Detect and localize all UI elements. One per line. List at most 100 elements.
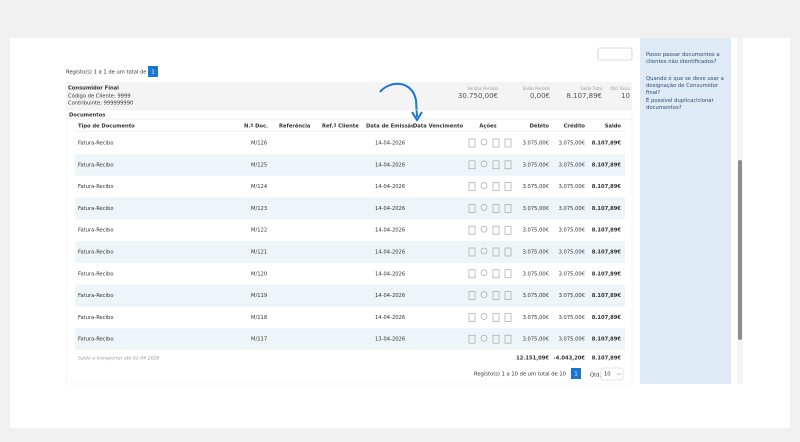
page-button[interactable]	[148, 66, 158, 77]
cell-date: 14-04-2026	[375, 250, 405, 256]
column-header: Ações	[479, 124, 496, 130]
column-header: Data Vencimento	[413, 124, 463, 130]
summary-label: Vendas Período	[467, 86, 498, 91]
cell-doc: M/119	[251, 293, 267, 299]
action-icon[interactable]	[480, 247, 488, 255]
action-icon[interactable]	[468, 160, 476, 170]
action-icon[interactable]	[504, 269, 512, 279]
action-icon[interactable]	[504, 182, 512, 191]
cell-balance: 8.107,89€	[592, 141, 622, 147]
cell-debit: 3.075,00€	[523, 250, 549, 256]
action-icon[interactable]	[504, 225, 512, 235]
cell-type: Fatura-Recibo	[78, 337, 114, 343]
action-icon[interactable]	[504, 313, 512, 322]
summary-value: 0,00€	[530, 92, 550, 100]
action-icon[interactable]	[492, 269, 500, 279]
action-icon[interactable]	[480, 160, 488, 168]
cell-debit: 3.075,00€	[523, 141, 549, 147]
action-icon[interactable]	[480, 313, 488, 320]
action-icon[interactable]	[480, 204, 488, 211]
summary-value: 10	[621, 92, 630, 100]
cell-date: 14-04-2026	[375, 271, 405, 277]
action-icon[interactable]	[492, 247, 500, 257]
cell-date: 14-04-2026	[375, 293, 405, 299]
action-icon[interactable]	[468, 334, 476, 344]
cell-type: Fatura-Recibo	[78, 293, 114, 299]
cell-debit: 3.075,00€	[523, 228, 549, 234]
help-link[interactable]: É possível duplicar/clonar documentos?	[646, 98, 714, 111]
scrollbar-thumb[interactable]	[738, 160, 742, 340]
action-icon[interactable]	[468, 138, 476, 148]
cell-balance: 8.107,89€	[592, 206, 622, 212]
cell-debit: 3.075,00€	[523, 293, 549, 299]
summary-label: Qtd. Docs	[610, 86, 630, 91]
help-link[interactable]: Quando é que se deve usar a designação d…	[646, 76, 724, 96]
action-icon[interactable]	[468, 291, 476, 300]
filter-button[interactable]	[597, 47, 633, 61]
action-icon[interactable]	[468, 313, 476, 322]
action-icon[interactable]	[504, 138, 512, 148]
action-icon[interactable]	[492, 291, 500, 300]
action-icon[interactable]	[504, 291, 512, 300]
action-icon[interactable]	[480, 138, 488, 146]
table-frame	[65, 109, 633, 385]
cell-balance: 8.107,89€	[592, 250, 622, 256]
action-icon[interactable]	[480, 225, 488, 233]
row-bg	[75, 328, 625, 351]
cell-type: Fatura-Recibo	[78, 162, 114, 168]
client-name: Consumidor Final	[68, 86, 119, 92]
action-icon[interactable]	[492, 204, 500, 213]
action-icon[interactable]	[492, 160, 500, 170]
action-icon[interactable]	[468, 204, 476, 213]
page-number: 1	[574, 372, 577, 378]
action-icon[interactable]	[468, 269, 476, 279]
help-link[interactable]: Posso passar documentos a clientes não i…	[646, 52, 720, 65]
cell-credit: 3.075,00€	[559, 228, 585, 234]
cell-credit: 3.075,00€	[559, 315, 585, 321]
action-icon[interactable]	[480, 269, 488, 277]
action-icon[interactable]	[468, 182, 476, 191]
action-icon[interactable]	[492, 225, 500, 235]
action-icon[interactable]	[480, 291, 488, 298]
cell-balance: 8.107,89€	[592, 337, 622, 343]
summary-label: Saldo Período	[523, 86, 551, 91]
cell-credit: 3.075,00€	[559, 184, 585, 190]
action-icon[interactable]	[492, 182, 500, 191]
cell-debit: 3.075,00€	[523, 184, 549, 190]
page-button[interactable]	[571, 368, 581, 379]
cell-type: Fatura-Recibo	[78, 206, 114, 212]
cell-type: Fatura-Recibo	[78, 250, 114, 256]
cell-credit: 3.075,00€	[559, 271, 585, 277]
action-icon[interactable]	[504, 247, 512, 257]
client-box	[66, 82, 632, 110]
action-icon[interactable]	[492, 138, 500, 148]
cell-type: Fatura-Recibo	[78, 315, 114, 321]
action-icon[interactable]	[468, 247, 476, 257]
row-bg	[75, 153, 625, 176]
action-icon[interactable]	[504, 160, 512, 170]
cell-type: Fatura-Recibo	[78, 141, 114, 147]
action-icon[interactable]	[480, 334, 488, 342]
cell-date: 14-04-2026	[375, 184, 405, 190]
action-icon[interactable]	[492, 313, 500, 322]
total-debit: 12.151,09€	[516, 356, 549, 362]
annotation-arrow	[379, 82, 418, 118]
row-bg	[75, 284, 625, 307]
summary-value: 30.750,00€	[458, 92, 498, 100]
cell-doc: M/124	[251, 184, 268, 190]
cell-credit: 3.075,00€	[559, 162, 585, 168]
action-icon[interactable]	[504, 334, 512, 344]
cell-date: 14-04-2026	[375, 206, 405, 212]
cell-date: 14-04-2026	[375, 162, 405, 168]
action-icon[interactable]	[492, 334, 500, 344]
action-icon[interactable]	[504, 204, 512, 213]
cell-credit: 3.075,00€	[559, 337, 585, 343]
cell-type: Fatura-Recibo	[78, 184, 114, 190]
cell-date: 14-04-2026	[375, 315, 405, 321]
column-header: Referência	[279, 123, 311, 130]
qty-select[interactable]	[600, 367, 624, 381]
action-icon[interactable]	[468, 225, 476, 235]
cell-debit: 3.075,00€	[523, 162, 549, 168]
action-icon[interactable]	[480, 182, 488, 189]
